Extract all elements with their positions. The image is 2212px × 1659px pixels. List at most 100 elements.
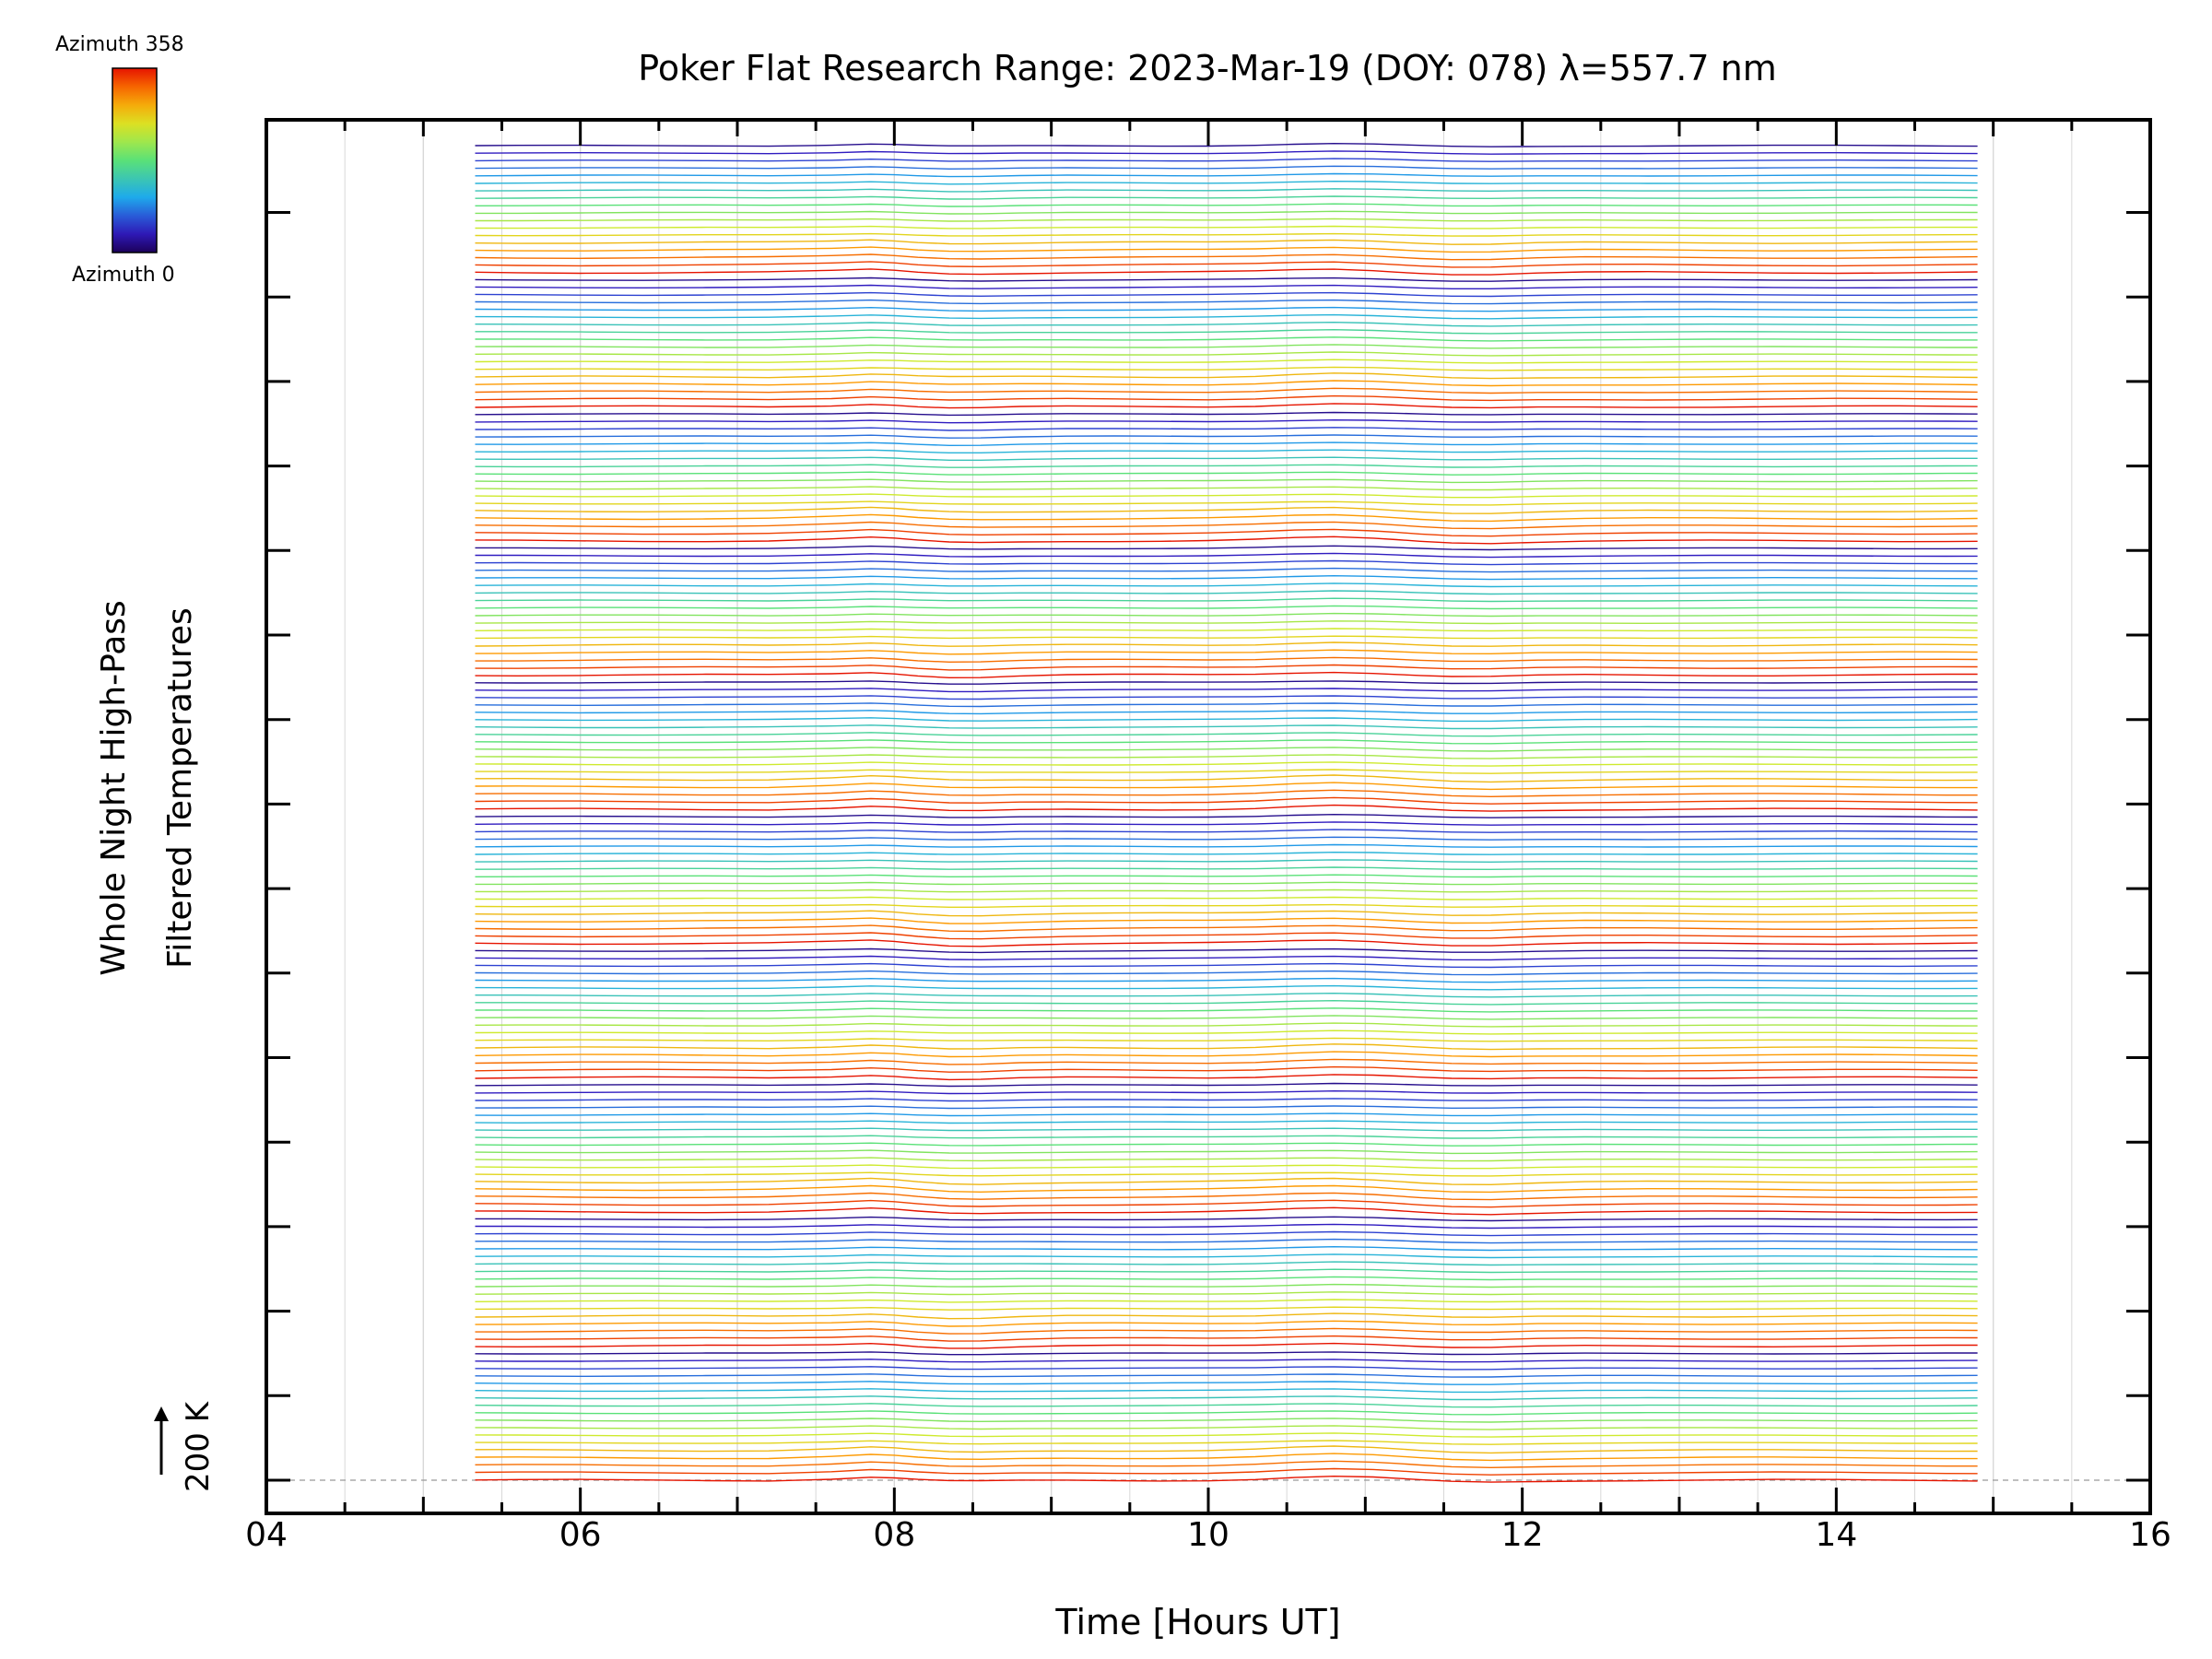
series-line (475, 754, 1978, 759)
series-line (475, 1098, 1978, 1102)
series-line (475, 680, 1978, 685)
series-line (475, 874, 1978, 878)
series-line (475, 552, 1978, 559)
series-line (475, 1268, 1978, 1274)
series-line (475, 418, 1978, 424)
series-line (475, 1418, 1978, 1423)
series-line (475, 1149, 1978, 1155)
series-line (475, 253, 1978, 261)
series-line (475, 1142, 1978, 1147)
series-line (475, 1460, 1978, 1469)
series-line (475, 336, 1978, 342)
series-line (475, 210, 1978, 215)
colorbar-min-label: Azimuth 0 (72, 264, 175, 287)
series-line (475, 649, 1978, 655)
series-line (475, 1043, 1978, 1051)
series-line (475, 268, 1978, 276)
series-line (475, 142, 1978, 147)
y-scale-label: 200 K (180, 1402, 217, 1492)
series-line (475, 732, 1978, 737)
series-line (475, 917, 1978, 924)
x-tick-label: 12 (1500, 1516, 1544, 1554)
series-line (475, 1030, 1978, 1035)
series-line (475, 1425, 1978, 1430)
series-line (475, 239, 1978, 245)
series-line (475, 641, 1978, 647)
series-line (475, 158, 1978, 162)
series-line (475, 394, 1978, 402)
series-line (475, 612, 1978, 618)
series-line (475, 456, 1978, 461)
series-line (475, 656, 1978, 664)
series-line (475, 535, 1978, 545)
series-line (475, 1007, 1978, 1013)
series-line (475, 710, 1978, 715)
series-line (475, 851, 1978, 855)
series-line (475, 1342, 1978, 1349)
series-line (475, 471, 1978, 476)
series-line (475, 261, 1978, 268)
series-line (475, 1216, 1978, 1222)
series-line (475, 411, 1978, 417)
series-line (475, 984, 1978, 991)
series-line (475, 1015, 1978, 1020)
series-line (475, 1089, 1978, 1095)
series-line (475, 620, 1978, 625)
series-line (475, 881, 1978, 886)
series-line (475, 344, 1978, 349)
series-line (475, 1112, 1978, 1117)
series-line (475, 1171, 1978, 1177)
series-line (475, 1058, 1978, 1065)
series-line (475, 225, 1978, 229)
series-line (475, 590, 1978, 595)
series-line (475, 1395, 1978, 1401)
series-line (475, 1388, 1978, 1394)
series-line (475, 434, 1978, 439)
series-line (475, 478, 1978, 484)
series-line (475, 1445, 1978, 1454)
series-line (475, 903, 1978, 908)
series-line (475, 1253, 1978, 1259)
series-line (475, 1453, 1978, 1462)
series-line (475, 628, 1978, 632)
series-line (475, 449, 1978, 453)
series-line (475, 1199, 1978, 1208)
series-line (475, 464, 1978, 468)
series-line (475, 486, 1978, 491)
series-line (475, 829, 1978, 833)
series-line (475, 493, 1978, 499)
series-line (475, 702, 1978, 708)
series-line (475, 1157, 1978, 1162)
series-line (475, 605, 1978, 610)
series-line (475, 896, 1978, 900)
series-line (475, 1135, 1978, 1139)
series-line (475, 1192, 1978, 1201)
series-line (475, 962, 1978, 969)
series-line (475, 366, 1978, 371)
series-line (475, 843, 1978, 848)
y-axis-label-wrap: Whole Night High-Pass Filtered Temperatu… (55, 488, 240, 1088)
series-line (475, 574, 1978, 581)
series-line (475, 1403, 1978, 1408)
series-line (475, 813, 1978, 818)
series-line (475, 427, 1978, 431)
series-line (475, 380, 1978, 387)
series-line (475, 1022, 1978, 1028)
x-tick-label: 16 (2129, 1516, 2171, 1554)
series-line (475, 789, 1978, 798)
series-line (475, 664, 1978, 671)
x-tick-label: 06 (559, 1516, 602, 1554)
series-line (475, 1065, 1978, 1073)
series-line (475, 859, 1978, 864)
series-line (475, 291, 1978, 298)
series-line (475, 559, 1978, 566)
scale-arrow-head (154, 1406, 169, 1421)
series-line (475, 1440, 1978, 1445)
series-line (475, 1230, 1978, 1237)
series-line (475, 1105, 1978, 1110)
series-line (475, 774, 1978, 783)
series-line (475, 1120, 1978, 1124)
colorbar (112, 67, 158, 253)
series-line (475, 1373, 1978, 1378)
